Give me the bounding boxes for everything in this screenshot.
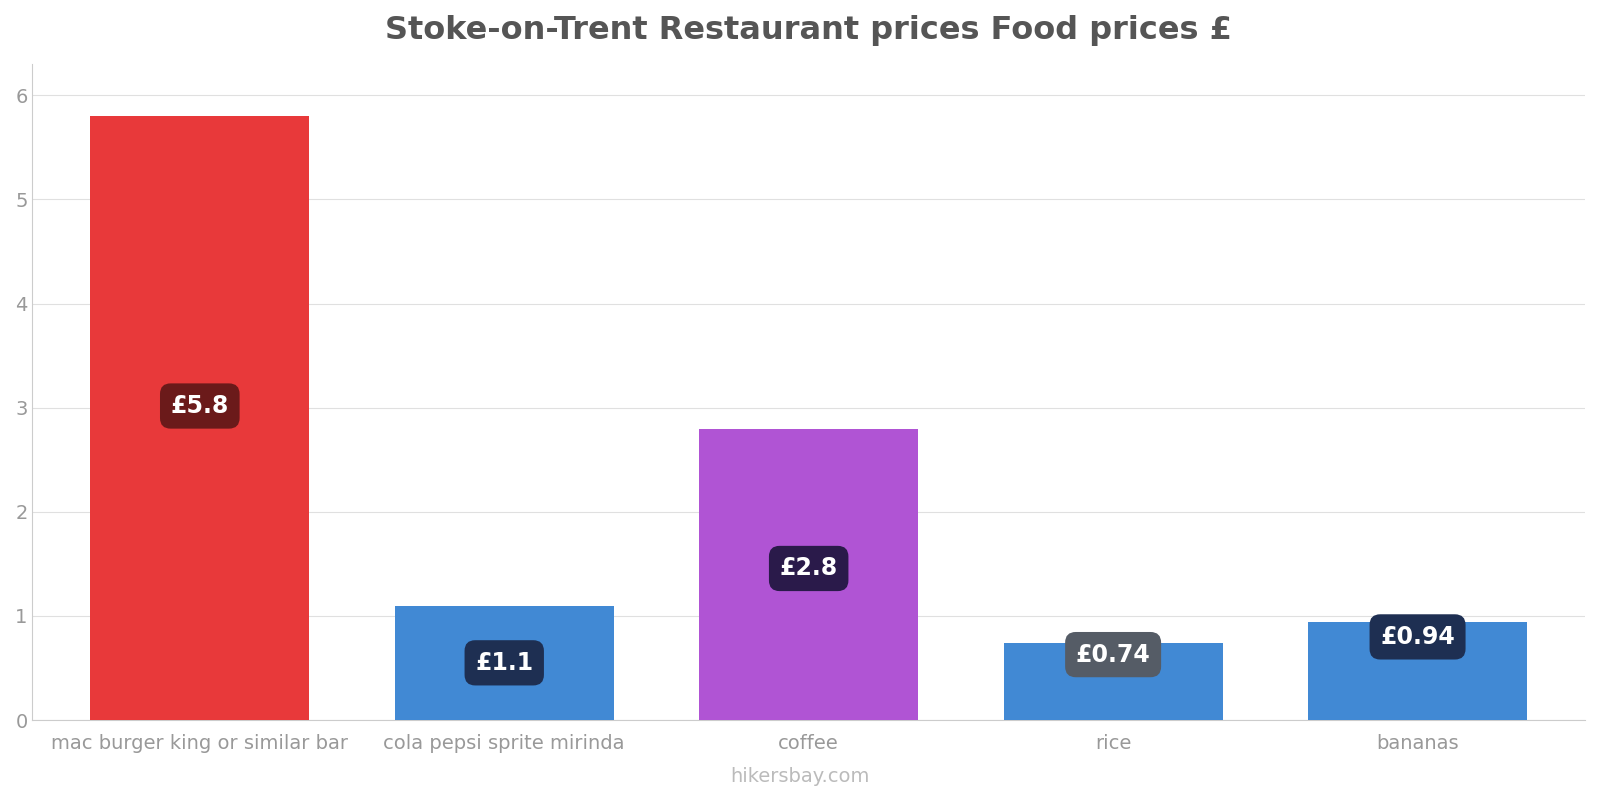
Text: £0.74: £0.74: [1075, 642, 1150, 666]
Text: hikersbay.com: hikersbay.com: [730, 767, 870, 786]
Bar: [1307, 622, 1526, 720]
Title: Stoke-on-Trent Restaurant prices Food prices £: Stoke-on-Trent Restaurant prices Food pr…: [386, 15, 1232, 46]
Text: £5.8: £5.8: [171, 394, 229, 418]
Bar: [90, 116, 309, 720]
Bar: [395, 606, 614, 720]
Text: £0.94: £0.94: [1381, 625, 1454, 649]
Text: £2.8: £2.8: [779, 557, 838, 581]
Bar: [1003, 643, 1222, 720]
Bar: [699, 429, 918, 720]
Text: £1.1: £1.1: [475, 651, 533, 675]
